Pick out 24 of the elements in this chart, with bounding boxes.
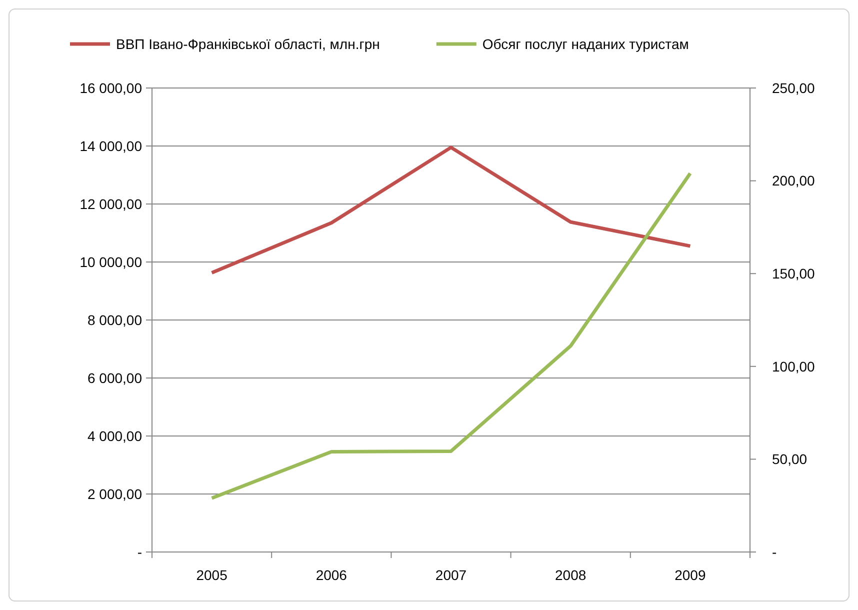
y2-tick-label: -	[772, 544, 777, 560]
y-tick-label: 14 000,00	[80, 138, 142, 154]
x-tick-label: 2009	[674, 567, 706, 583]
line-series	[210, 172, 692, 500]
y-tick-label: 4 000,00	[88, 428, 142, 444]
y-tick-label: -	[137, 544, 142, 560]
y2-tick-label: 100,00	[772, 358, 816, 374]
y2-tick-label: 150,00	[772, 266, 816, 282]
x-tick-label: 2005	[196, 567, 228, 583]
legend-label: Обсяг послуг наданих туристам	[482, 36, 689, 52]
legend-label: ВВП Івано-Франківської області, млн.грн	[116, 36, 380, 52]
x-tick-label: 2008	[555, 567, 586, 583]
y-tick-label: 16 000,00	[80, 80, 142, 96]
x-tick-label: 2006	[316, 567, 348, 583]
y-tick-label: 12 000,00	[80, 196, 142, 212]
x-tick-label: 2007	[435, 567, 467, 583]
y2-tick-label: 200,00	[772, 172, 816, 189]
y-tick-label: 2 000,00	[88, 486, 142, 502]
line-series	[210, 146, 692, 274]
y-tick-label: 10 000,00	[80, 254, 142, 270]
y2-tick-label: 250,00	[772, 80, 816, 96]
y-tick-label: 8 000,00	[88, 312, 142, 328]
y2-tick-label: 50,00	[772, 451, 808, 468]
y-tick-label: 6 000,00	[88, 370, 142, 386]
